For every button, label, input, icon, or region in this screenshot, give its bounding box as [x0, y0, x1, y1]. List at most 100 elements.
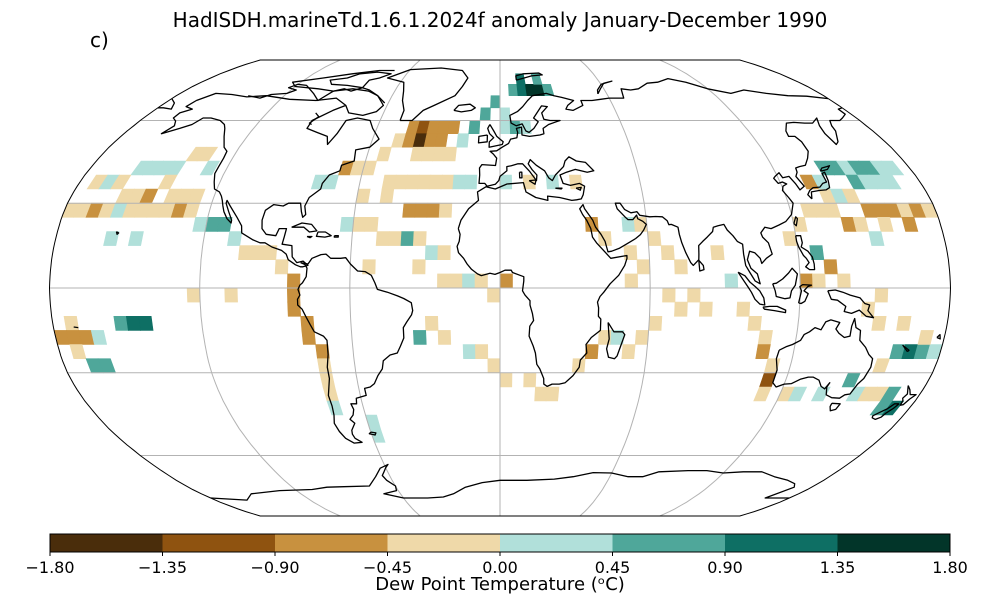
coastline: [291, 222, 318, 233]
anomaly-cell: [634, 330, 650, 345]
anomaly-cell: [584, 217, 599, 232]
anomaly-cell: [287, 301, 302, 317]
coastline: [518, 171, 523, 179]
anomaly-cell: [877, 217, 894, 232]
coastline: [575, 186, 582, 191]
anomaly-cell: [545, 386, 560, 402]
anomaly-cell: [412, 330, 427, 345]
coastline: [827, 289, 875, 319]
coastline: [315, 231, 332, 238]
anomaly-cell: [571, 358, 586, 374]
anomaly-cell: [388, 231, 403, 246]
anomaly-cell: [499, 372, 513, 388]
anomaly-cell: [437, 330, 452, 345]
anomaly-cell: [113, 316, 129, 331]
anomaly-cell: [103, 231, 120, 246]
anomaly-cell: [871, 316, 887, 331]
coastline: [296, 253, 414, 444]
coastline: [386, 67, 469, 122]
coastline: [457, 77, 829, 229]
anomaly-cell: [127, 231, 144, 246]
anomaly-cell: [787, 386, 808, 402]
anomaly-cell: [490, 95, 501, 109]
colorbar-tick-label: 0.90: [707, 558, 743, 577]
colorbar-tick-label: −0.45: [362, 558, 413, 577]
colorbar-segment: [725, 534, 838, 552]
anomaly-cell: [432, 146, 447, 162]
colorbar-tick-label: −1.35: [137, 558, 188, 577]
coastline: [596, 80, 613, 95]
anomaly-cell: [286, 273, 301, 289]
coastline: [453, 103, 476, 113]
coastline: [772, 317, 874, 399]
coastline: [793, 216, 799, 227]
anomaly-cell: [414, 202, 429, 218]
anomaly-cell: [901, 217, 919, 232]
anomaly-cell: [687, 287, 701, 303]
anomaly-cell: [405, 174, 420, 190]
anomaly-cell: [125, 316, 142, 331]
anomaly-cell: [400, 231, 415, 246]
coastline: [368, 431, 377, 436]
anomaly-cell: [660, 245, 675, 260]
anomaly-cell: [499, 107, 511, 121]
anomaly-cell: [216, 217, 233, 232]
anomaly-cell: [110, 174, 132, 190]
anomaly-cell: [462, 273, 476, 289]
anomaly-cell: [823, 259, 838, 275]
anomaly-cell: [452, 174, 466, 190]
anomaly-cell: [362, 259, 376, 275]
anomaly-cell: [799, 174, 819, 190]
anomaly-cell: [624, 273, 639, 289]
coastline: [291, 69, 395, 117]
anomaly-cell: [138, 316, 154, 331]
anomaly-cell: [753, 386, 772, 402]
anomaly-cell: [475, 344, 489, 359]
anomaly-cell: [880, 174, 902, 190]
anomaly-cell: [227, 231, 243, 246]
anomaly-cell: [63, 316, 80, 331]
anomaly-cell: [522, 174, 536, 190]
anomaly-cell: [274, 259, 289, 275]
coastline: [555, 187, 563, 190]
coastline: [819, 165, 831, 172]
colorbar-segment: [837, 534, 951, 552]
coastline: [487, 124, 504, 148]
map-title: HadISDH.marineTd.1.6.1.2024f anomaly Jan…: [172, 8, 828, 32]
anomaly-cell: [437, 245, 451, 260]
coastline: [73, 326, 79, 329]
anomaly-cell: [896, 316, 912, 331]
colorbar-tick-label: −0.90: [250, 558, 300, 577]
colorbar-label: Dew Point Temperature (ᵒC): [375, 574, 625, 595]
colorbar-segment: [50, 534, 163, 552]
anomaly-cell: [917, 330, 934, 345]
anomaly-cell: [464, 174, 478, 190]
map-boundary: [48, 59, 952, 517]
anomaly-cell: [250, 245, 265, 260]
anomaly-cell: [412, 231, 427, 246]
coastline: [308, 112, 320, 126]
anomaly-cell: [874, 287, 889, 303]
anomaly-cell: [837, 273, 851, 289]
colorbar-segment: [387, 534, 501, 552]
anomaly-cell: [523, 372, 537, 388]
anomaly-cell: [747, 316, 762, 331]
anomaly-cell: [224, 287, 238, 303]
anomaly-cell: [199, 160, 221, 176]
coastline: [762, 305, 787, 314]
anomaly-cell: [662, 287, 676, 303]
anomaly-cell: [499, 120, 511, 134]
anomaly-cell: [301, 330, 316, 345]
coastline: [210, 463, 796, 501]
anomaly-cell: [499, 273, 513, 289]
coastline: [829, 402, 841, 412]
coastline: [333, 235, 339, 238]
anomaly-cell: [809, 245, 825, 260]
anomaly-cell: [810, 386, 831, 402]
anomaly-cell: [487, 358, 501, 374]
coastline: [515, 72, 543, 81]
coastline: [871, 403, 900, 421]
coastline: [115, 231, 120, 235]
anomaly-cell: [426, 202, 441, 218]
